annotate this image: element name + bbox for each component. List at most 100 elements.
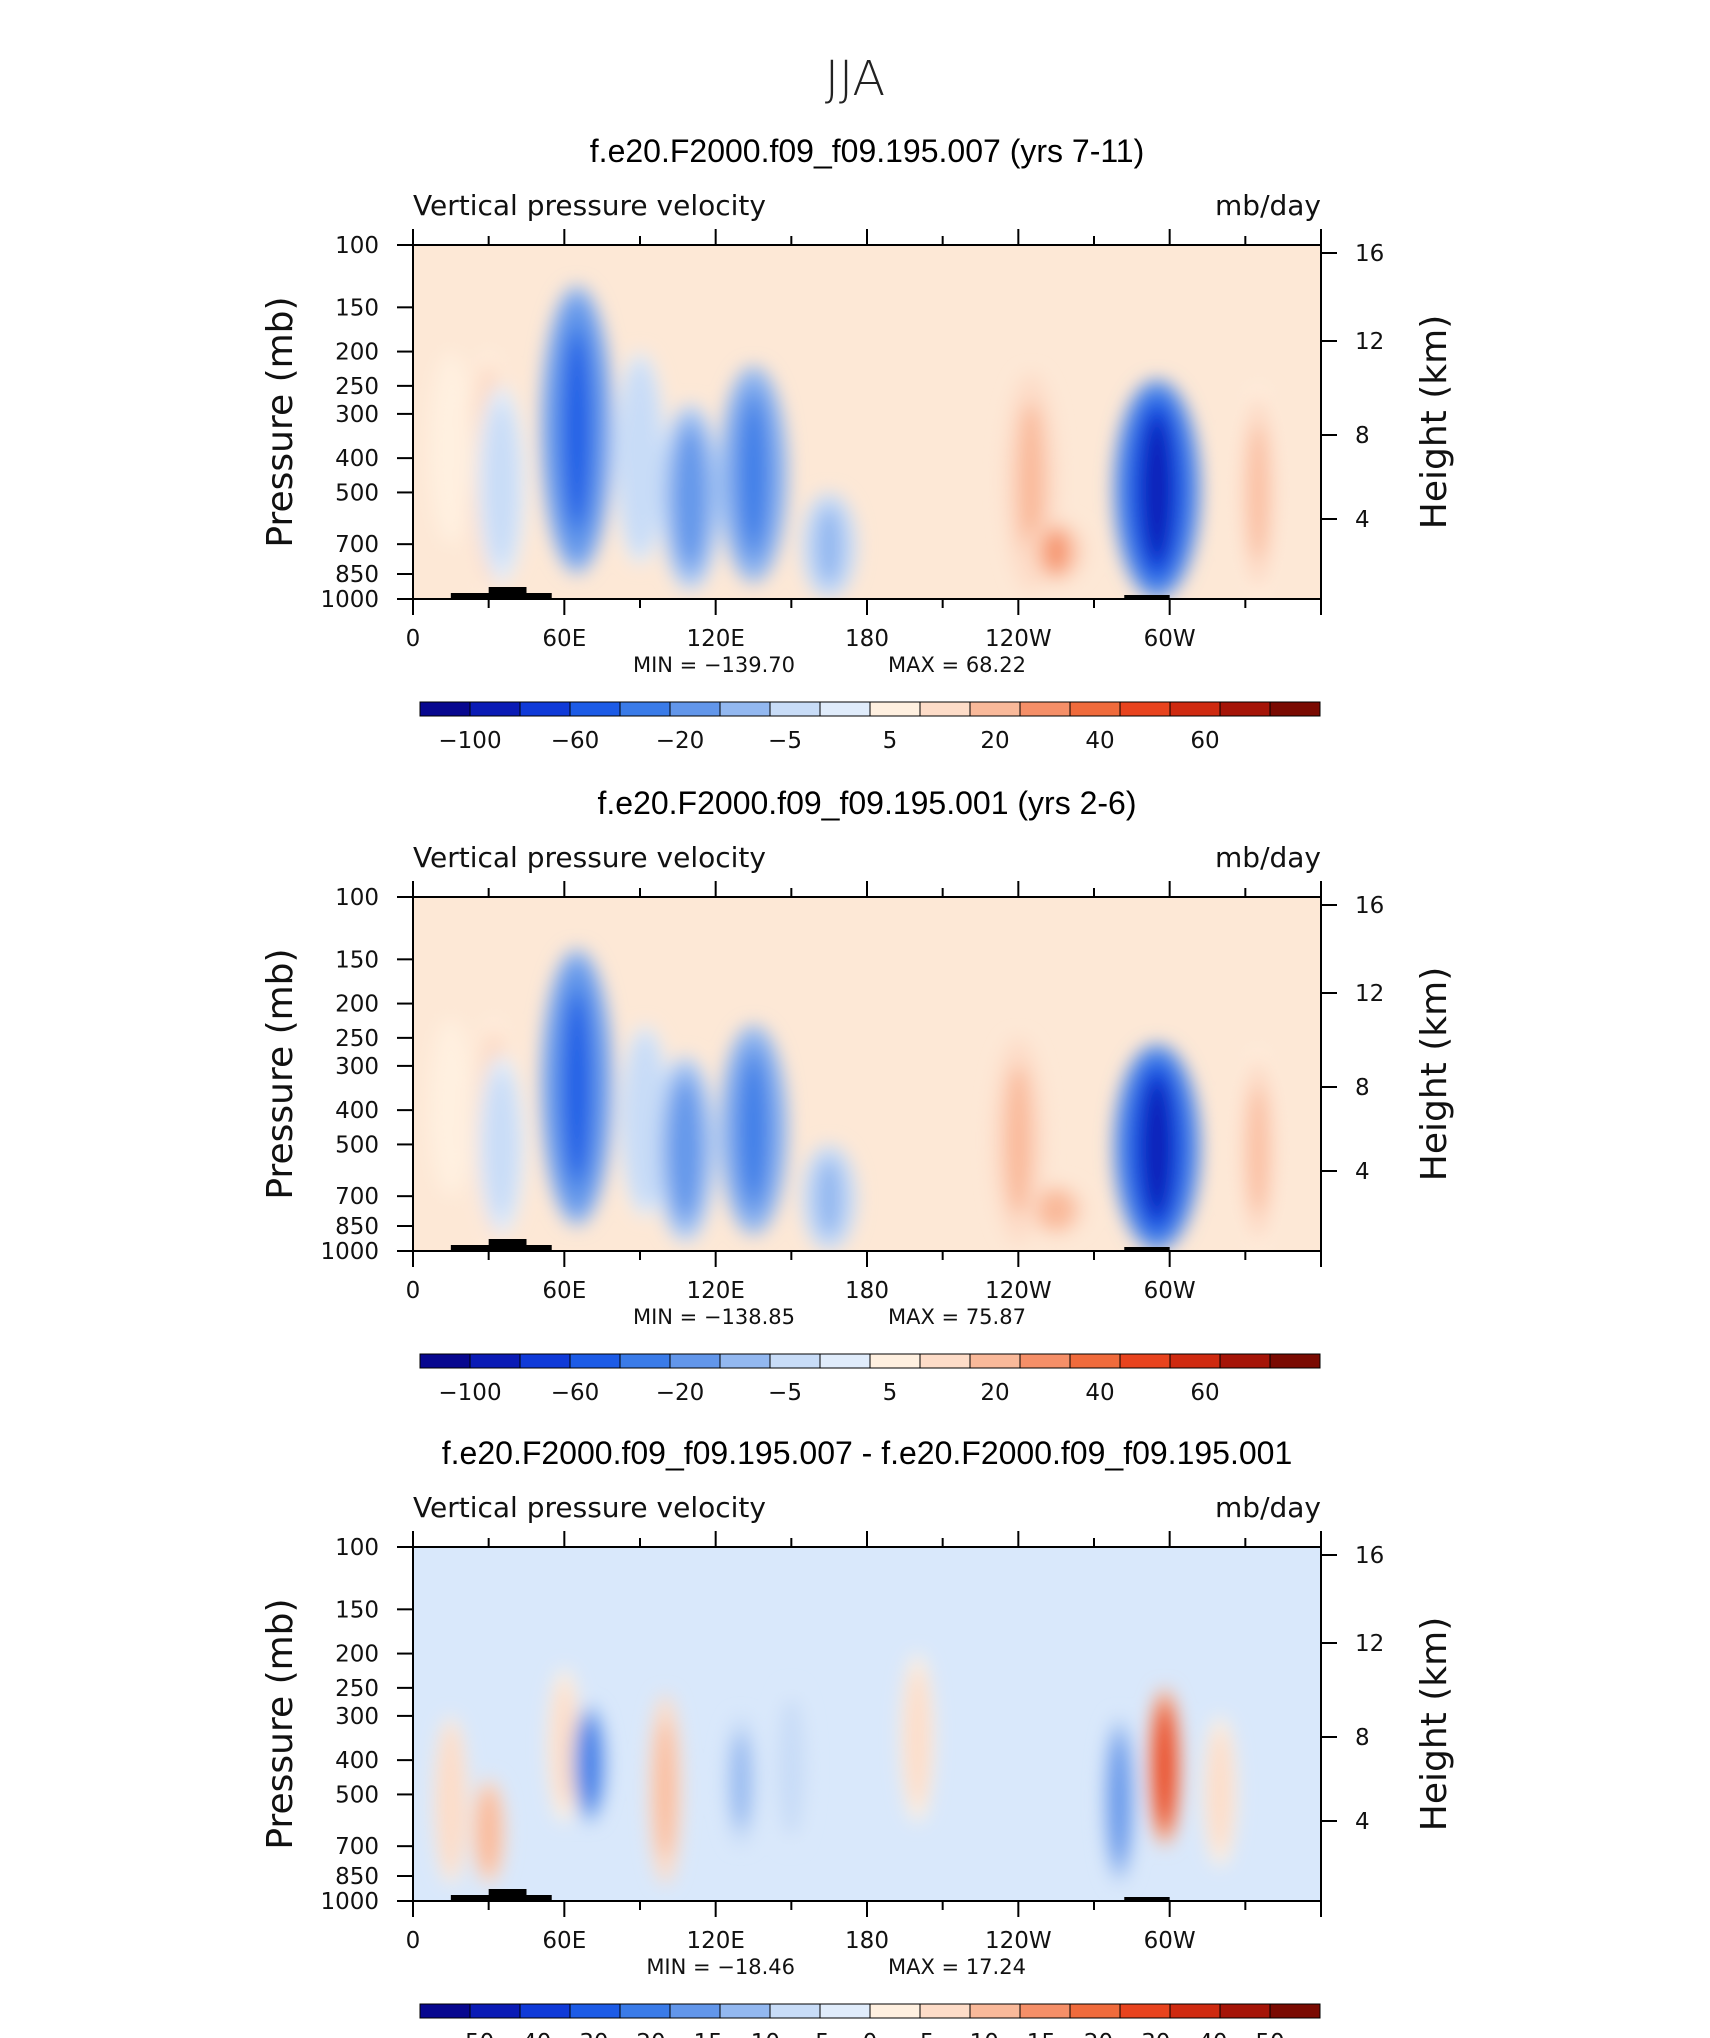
colorbar-label: −20 <box>656 1380 705 1406</box>
colorbar-label: 5 <box>883 1380 898 1406</box>
colorbar-box <box>719 701 771 717</box>
terrain <box>488 1239 527 1251</box>
y-tick-label: 500 <box>335 1782 379 1808</box>
terrain <box>1124 1247 1170 1251</box>
field-feature <box>566 998 588 1177</box>
colorbar-label: −20 <box>617 2030 666 2038</box>
height-tick-label: 4 <box>1355 1809 1370 1835</box>
field-feature <box>444 1746 458 1855</box>
colorbar-box <box>919 701 971 717</box>
panel-1: f.e20.F2000.f09_f09.195.007 (yrs 7-11) Ve… <box>260 133 1455 754</box>
field-feature <box>482 1797 496 1866</box>
x-tick-label: 60E <box>542 1928 586 1954</box>
field-feature <box>443 386 459 510</box>
colorbar-box <box>869 1353 921 1369</box>
y-tick-label: 1000 <box>320 1889 379 1915</box>
field-feature <box>493 421 510 548</box>
colorbar-box <box>869 2003 921 2019</box>
field-feature <box>493 1087 510 1203</box>
y-tick-label: 400 <box>335 446 379 472</box>
colorbar-label: −20 <box>656 728 705 754</box>
colorbar-box <box>1119 2003 1171 2019</box>
colorbar-box <box>1019 701 1071 717</box>
field-feature <box>1158 1716 1172 1818</box>
x-tick-label: 120W <box>985 1928 1052 1954</box>
y-tick-label: 1000 <box>320 587 379 613</box>
field-feature <box>1022 412 1040 552</box>
colorbar-label: 40 <box>1198 2030 1227 2038</box>
field-feature <box>1046 531 1066 572</box>
colorbar-box <box>1169 2003 1221 2019</box>
panel-subtitle: f.e20.F2000.f09_f09.195.007 - f.e20.F200… <box>442 1435 1292 1471</box>
x-tick-label: 60W <box>1144 1278 1196 1304</box>
colorbar-box <box>1019 2003 1071 2019</box>
x-tick-label: 120E <box>686 1928 744 1954</box>
colorbar-label: −10 <box>731 2030 780 2038</box>
colorbar-label: 60 <box>1190 1380 1219 1406</box>
terrain <box>1124 595 1170 599</box>
colorbar-label: 20 <box>1084 2030 1113 2038</box>
x-tick-label: 180 <box>845 626 889 652</box>
field-feature <box>743 1062 764 1198</box>
colorbar-label: 15 <box>1027 2030 1056 2038</box>
height-tick-label: 16 <box>1355 893 1384 919</box>
colorbar-box <box>769 1353 821 1369</box>
field-feature <box>1213 1743 1227 1840</box>
field-feature <box>1249 1085 1267 1215</box>
field-feature <box>1009 1074 1027 1207</box>
field-feature <box>910 1683 925 1793</box>
plot-area <box>413 1547 1321 1901</box>
x-tick-label: 180 <box>845 1928 889 1954</box>
height-tick-label: 16 <box>1355 1543 1384 1569</box>
field-label: Vertical pressure velocity <box>413 189 766 222</box>
x-tick-label: 0 <box>406 626 421 652</box>
field-feature <box>636 1059 654 1183</box>
y-tick-label: 250 <box>335 374 379 400</box>
colorbar-label: 10 <box>970 2030 999 2038</box>
height-tick-label: 4 <box>1355 507 1370 533</box>
colorbar-box <box>469 1353 521 1369</box>
max-label: MAX = 17.24 <box>888 1955 1026 1979</box>
colorbar-box <box>619 1353 671 1369</box>
y-tick-label: 500 <box>335 480 379 506</box>
terrain <box>488 1889 527 1901</box>
x-tick-label: 60W <box>1144 1928 1196 1954</box>
y-tick-label: 150 <box>335 1597 379 1623</box>
x-tick-label: 120E <box>686 1278 744 1304</box>
x-tick-label: 0 <box>406 1278 421 1304</box>
field-layer <box>433 1653 1238 1885</box>
colorbar-box <box>419 2003 471 2019</box>
right-axis-title: Height (km) <box>1414 315 1455 529</box>
panel-subtitle: f.e20.F2000.f09_f09.195.001 (yrs 2-6) <box>597 785 1136 821</box>
colorbar-box <box>1269 1353 1321 1369</box>
colorbar: −100 −60 −20 −5 5 20 40 60 <box>419 701 1321 754</box>
colorbar-box <box>1169 1353 1221 1369</box>
y-tick-label: 200 <box>335 1642 379 1668</box>
colorbar-label: −5 <box>768 728 802 754</box>
colorbar-box <box>1219 1353 1271 1369</box>
colorbar-box <box>819 1353 871 1369</box>
y-tick-label: 400 <box>335 1098 379 1124</box>
colorbar-label: −5 <box>768 1380 802 1406</box>
colorbar-box <box>919 1353 971 1369</box>
right-axis-title: Height (km) <box>1414 1617 1455 1831</box>
field-feature <box>784 1716 798 1818</box>
colorbar-label: 5 <box>883 728 898 754</box>
colorbar-box <box>969 701 1021 717</box>
field-feature <box>1145 1081 1170 1214</box>
plot-area <box>413 245 1321 599</box>
y-tick-label: 300 <box>335 1704 379 1730</box>
colorbar-box <box>769 701 821 717</box>
y-tick-label: 700 <box>335 1184 379 1210</box>
y-tick-label: 200 <box>335 992 379 1018</box>
colorbar-label: −100 <box>438 728 501 754</box>
field-feature <box>582 1726 597 1802</box>
colorbar-label: 40 <box>1085 1380 1114 1406</box>
field-feature <box>743 405 764 544</box>
panel-subtitle: f.e20.F2000.f09_f09.195.007 (yrs 7-11) <box>590 133 1144 169</box>
colorbar-box <box>969 1353 1021 1369</box>
colorbar-box <box>1119 701 1171 717</box>
colorbar-box <box>719 1353 771 1369</box>
field-feature <box>1112 1746 1126 1855</box>
colorbar: −100 −60 −20 −5 5 20 40 60 <box>419 1353 1321 1406</box>
